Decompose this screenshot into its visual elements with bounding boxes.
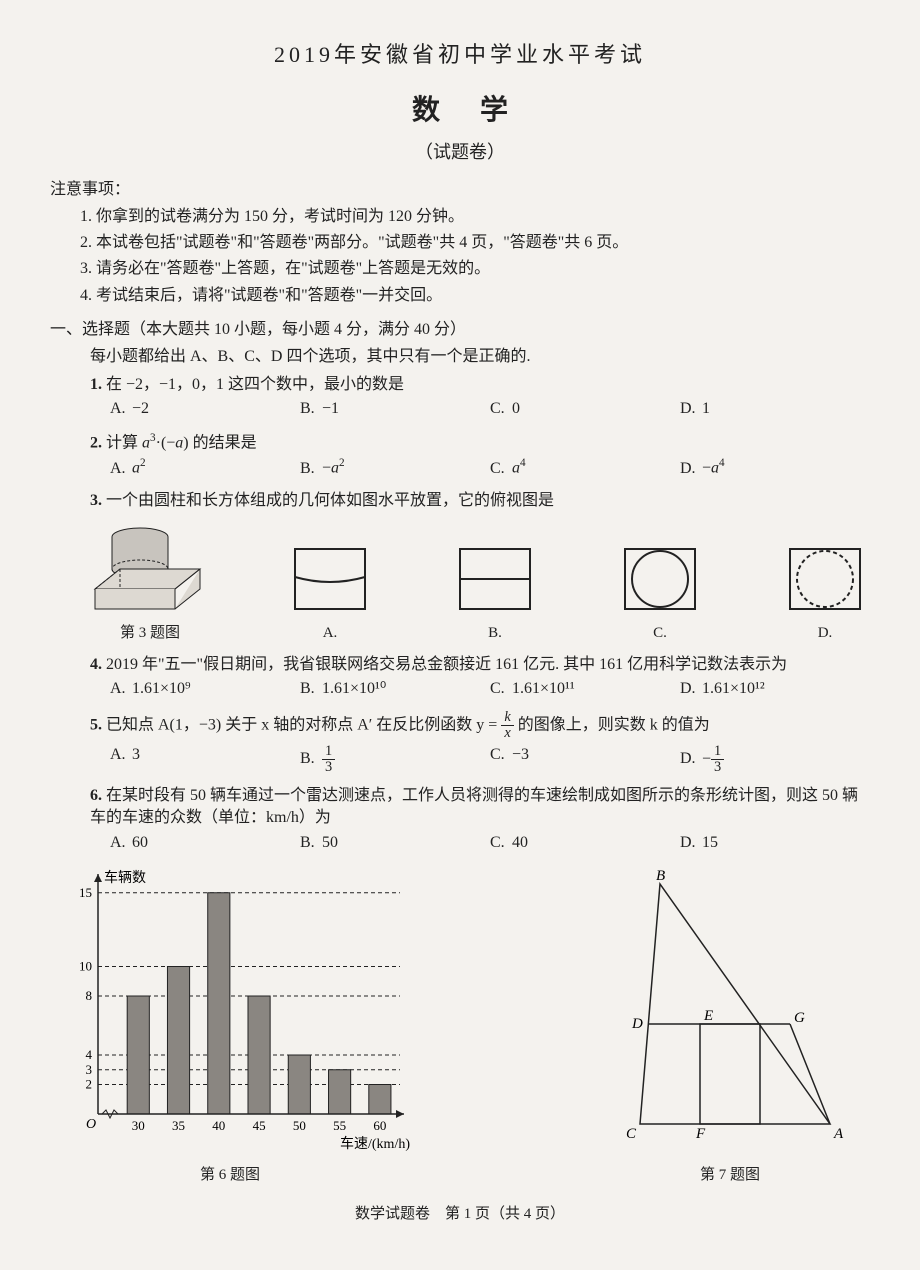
- choice-b: B.−a2: [300, 456, 490, 480]
- question-text: 一个由圆柱和长方体组成的几何体如图水平放置，它的俯视图是: [106, 492, 554, 509]
- choice-a: A.a2: [110, 456, 300, 480]
- svg-text:60: 60: [373, 1118, 386, 1133]
- question-1: 1. 在 −2，−1，0，1 这四个数中，最小的数是 A.−2 B.−1 C.0…: [90, 374, 870, 421]
- notice-item: 3. 请务必在"答题卷"上答题，在"试题卷"上答题是无效的。: [80, 258, 870, 280]
- question-2: 2. 计算 a3·(−a) 的结果是 A.a2 B.−a2 C.a4 D.−a4: [90, 431, 870, 480]
- choice-c: C.−3: [490, 744, 680, 775]
- question-text: 2019 年"五一"假日期间，我省银联网络交易总金额接近 161 亿元. 其中 …: [106, 656, 787, 673]
- question-4: 4. 2019 年"五一"假日期间，我省银联网络交易总金额接近 161 亿元. …: [90, 654, 870, 701]
- page-footer: 数学试题卷 第 1 页（共 4 页）: [50, 1204, 870, 1225]
- svg-text:O: O: [86, 1117, 96, 1132]
- choice-c: C.40: [490, 832, 680, 854]
- q6-bar-chart: 234 8 10 15 30 35 40 45 50 55 60 车辆数车速/(km/h) O 第 6 …: [50, 864, 410, 1186]
- notice-list: 1. 你拿到的试卷满分为 150 分，考试时间为 120 分钟。 2. 本试卷包…: [80, 206, 870, 308]
- choice-b: B.1.61×10¹⁰: [300, 678, 490, 700]
- q3-choice-a-figure: A.: [285, 539, 375, 644]
- svg-text:15: 15: [79, 885, 92, 900]
- question-number: 4.: [90, 656, 102, 673]
- svg-text:2: 2: [86, 1076, 93, 1091]
- svg-text:车辆数: 车辆数: [104, 869, 146, 886]
- question-3: 3. 一个由圆柱和长方体组成的几何体如图水平放置，它的俯视图是 第 3 题图 A…: [90, 490, 870, 643]
- notice-item: 2. 本试卷包括"试题卷"和"答题卷"两部分。"试题卷"共 4 页，"答题卷"共…: [80, 232, 870, 254]
- choice-a: A.60: [110, 832, 300, 854]
- choice-d: D.1.61×10¹²: [680, 678, 870, 700]
- choice-b: B.50: [300, 832, 490, 854]
- question-number: 2.: [90, 434, 102, 451]
- q3-original-figure: 第 3 题图: [90, 519, 210, 644]
- question-text-p1: 已知点 A(1，−3) 关于 x 轴的对称点 A′ 在反比例函数 y =: [106, 717, 501, 734]
- subject-heading: 数学: [50, 91, 870, 130]
- section-1-heading: 一、选择题（本大题共 10 小题，每小题 4 分，满分 40 分）: [50, 319, 870, 341]
- section-1-instruction: 每小题都给出 A、B、C、D 四个选项，其中只有一个是正确的.: [90, 346, 870, 368]
- svg-text:G: G: [794, 1010, 805, 1026]
- svg-text:B: B: [656, 868, 665, 884]
- q6-caption: 第 6 题图: [50, 1165, 410, 1186]
- svg-text:F: F: [695, 1126, 706, 1142]
- choice-d: D.1: [680, 398, 870, 420]
- question-number: 6.: [90, 787, 102, 804]
- paper-subtitle: （试题卷）: [50, 140, 870, 165]
- svg-text:45: 45: [253, 1118, 266, 1133]
- question-text: 在 −2，−1，0，1 这四个数中，最小的数是: [106, 376, 404, 393]
- question-6: 6. 在某时段有 50 辆车通过一个雷达测速点，工作人员将测得的车速绘制成如图所…: [90, 785, 870, 854]
- svg-text:C: C: [626, 1126, 637, 1142]
- question-text-p2: 的图像上，则实数 k 的值为: [514, 717, 710, 734]
- choice-b: B.13: [300, 744, 490, 775]
- choice-a: A.3: [110, 744, 300, 775]
- choice-a: A.1.61×10⁹: [110, 678, 300, 700]
- notice-item: 1. 你拿到的试卷满分为 150 分，考试时间为 120 分钟。: [80, 206, 870, 228]
- question-3-figures: 第 3 题图 A. B. C. D.: [90, 519, 870, 644]
- svg-text:50: 50: [293, 1118, 306, 1133]
- svg-text:D: D: [631, 1016, 643, 1032]
- svg-text:车速/(km/h): 车速/(km/h): [340, 1135, 410, 1152]
- question-number: 3.: [90, 492, 102, 509]
- q7-triangle-figure: A B C D E F G 第 7 题图: [590, 864, 870, 1186]
- exam-title: 2019年安徽省初中学业水平考试: [50, 40, 870, 71]
- question-number: 5.: [90, 717, 102, 734]
- svg-text:30: 30: [132, 1118, 145, 1133]
- q7-caption: 第 7 题图: [590, 1165, 870, 1186]
- svg-text:8: 8: [86, 988, 93, 1003]
- q3-choice-c-figure: C.: [615, 539, 705, 644]
- choice-d: D.−a4: [680, 456, 870, 480]
- question-5: 5. 已知点 A(1，−3) 关于 x 轴的对称点 A′ 在反比例函数 y = …: [90, 710, 870, 775]
- q3-choice-d-figure: D.: [780, 539, 870, 644]
- svg-text:55: 55: [333, 1118, 346, 1133]
- svg-text:E: E: [703, 1008, 713, 1024]
- choice-c: C.a4: [490, 456, 680, 480]
- choice-c: C.0: [490, 398, 680, 420]
- notice-item: 4. 考试结束后，请将"试题卷"和"答题卷"一并交回。: [80, 285, 870, 307]
- choice-d: D.15: [680, 832, 870, 854]
- notice-heading: 注意事项：: [50, 179, 870, 201]
- choice-c: C.1.61×10¹¹: [490, 678, 680, 700]
- choice-a: A.−2: [110, 398, 300, 420]
- svg-text:4: 4: [86, 1047, 93, 1062]
- question-text-prefix: 计算: [106, 434, 142, 451]
- question-number: 1.: [90, 376, 102, 393]
- choice-d: D.−13: [680, 744, 870, 775]
- question-text: 在某时段有 50 辆车通过一个雷达测速点，工作人员将测得的车速绘制成如图所示的条…: [90, 787, 858, 826]
- choice-b: B.−1: [300, 398, 490, 420]
- svg-text:10: 10: [79, 958, 92, 973]
- svg-text:35: 35: [172, 1118, 185, 1133]
- svg-text:40: 40: [212, 1118, 225, 1133]
- svg-text:3: 3: [86, 1062, 93, 1077]
- svg-text:A: A: [833, 1126, 844, 1142]
- q3-choice-b-figure: B.: [450, 539, 540, 644]
- question-text-suffix: 的结果是: [189, 434, 257, 451]
